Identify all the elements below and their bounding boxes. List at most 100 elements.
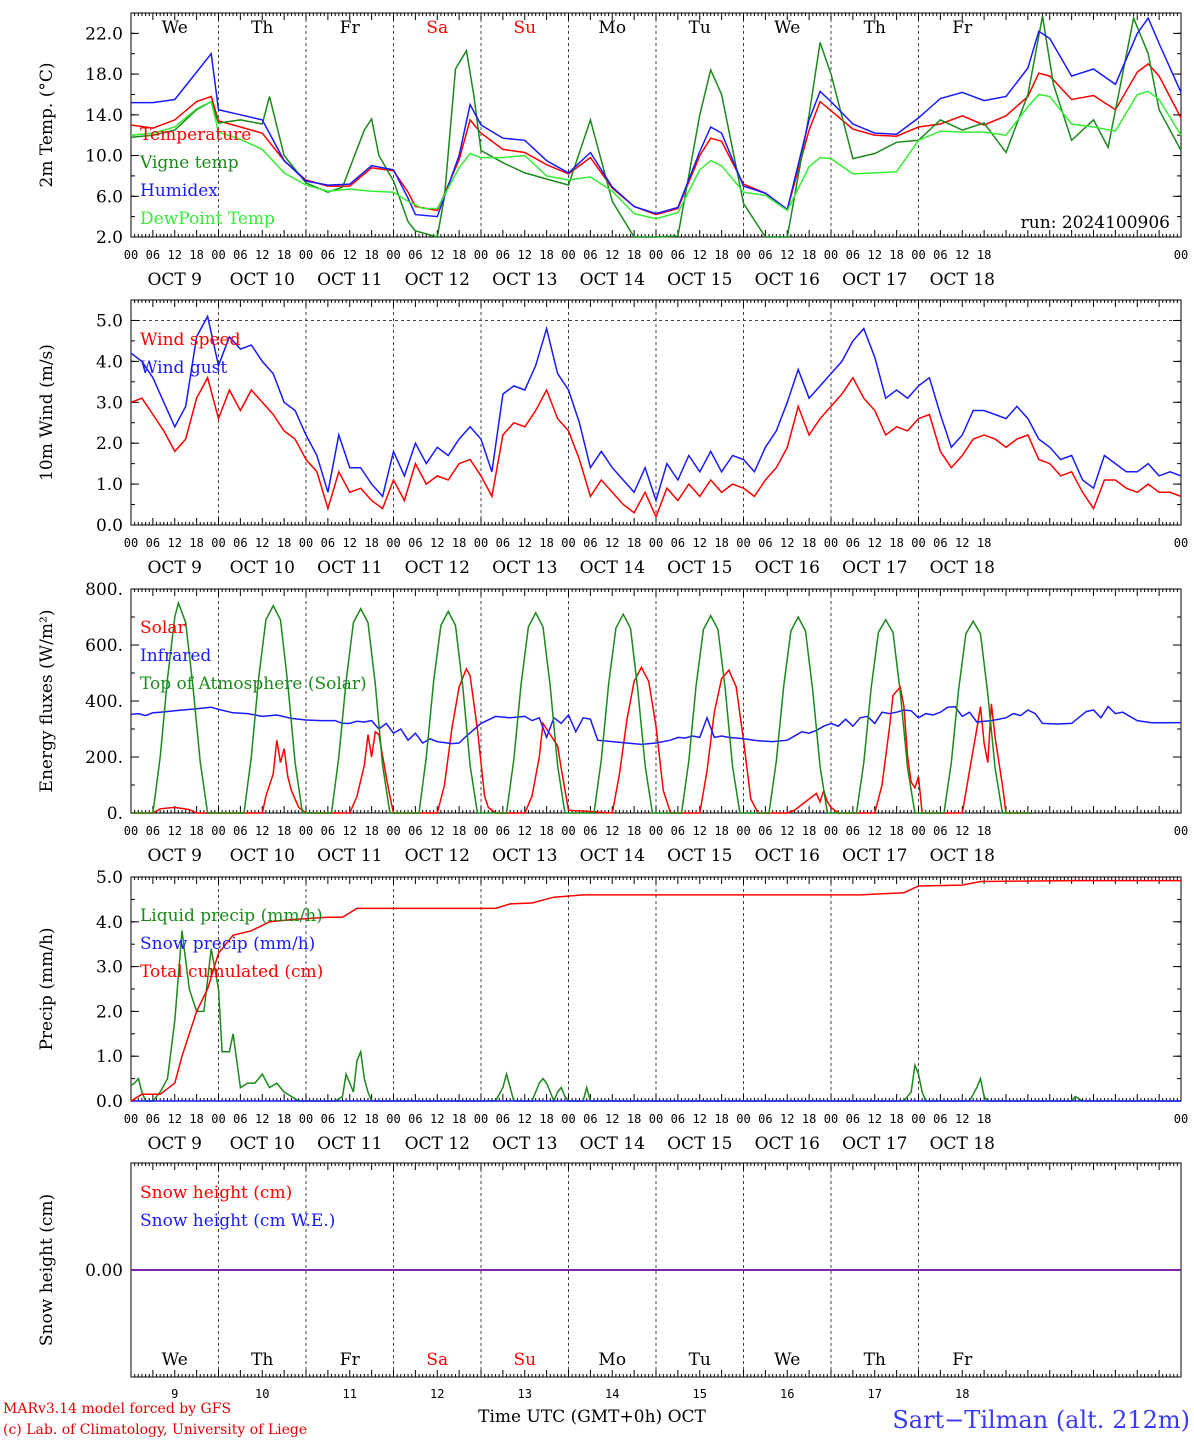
hour-tick-label: 12 bbox=[343, 536, 357, 550]
hour-tick-label: 12 bbox=[605, 824, 619, 838]
date-label: OCT 17 bbox=[842, 270, 907, 290]
hour-tick-label: 06 bbox=[846, 824, 860, 838]
hour-tick-label: 18 bbox=[277, 536, 291, 550]
date-label: OCT 15 bbox=[667, 270, 732, 290]
hour-tick-label: 00 bbox=[124, 824, 138, 838]
hour-tick-label: 06 bbox=[408, 824, 422, 838]
bottom-date-label: 18 bbox=[955, 1387, 969, 1401]
hour-tick-label: 06 bbox=[408, 248, 422, 262]
panels-layer: 2.0 6.0 10.0 14.0 18.0 22.0 2m Temp. (°C) Tempe… bbox=[37, 12, 1188, 1401]
bottom-date-label: 10 bbox=[255, 1387, 269, 1401]
hour-tick-label: 06 bbox=[321, 824, 335, 838]
hour-tick-label: 06 bbox=[758, 536, 772, 550]
day-label: We bbox=[774, 1350, 800, 1370]
hour-tick-label: 06 bbox=[496, 1112, 510, 1126]
hour-tick-label: 12 bbox=[255, 536, 269, 550]
hour-tick-label: 18 bbox=[889, 1112, 903, 1126]
hour-tick-label: 00 bbox=[474, 248, 488, 262]
hour-tick-label: 00 bbox=[124, 248, 138, 262]
hour-tick-label: 18 bbox=[889, 248, 903, 262]
date-label: OCT 18 bbox=[930, 846, 995, 866]
date-label: OCT 10 bbox=[230, 846, 295, 866]
legend-entry: Top of Atmosphere (Solar) bbox=[140, 674, 367, 694]
hour-tick-label: 00 bbox=[649, 824, 663, 838]
hour-tick-label: 18 bbox=[714, 248, 728, 262]
series-line-wind-speed bbox=[130, 375, 1182, 519]
hour-tick-label: 06 bbox=[933, 536, 947, 550]
hour-tick-label: 18 bbox=[714, 536, 728, 550]
hour-tick-label: 12 bbox=[693, 824, 707, 838]
hour-tick-label: 00 bbox=[124, 536, 138, 550]
date-label: OCT 16 bbox=[755, 270, 820, 290]
day-label: Fr bbox=[340, 18, 361, 38]
hour-tick-label: 00 bbox=[649, 1112, 663, 1126]
hour-tick-label: 00 bbox=[911, 824, 925, 838]
hour-tick-label: 12 bbox=[605, 536, 619, 550]
date-label: OCT 9 bbox=[147, 846, 202, 866]
date-label: OCT 9 bbox=[147, 558, 202, 578]
hour-tick-label: 12 bbox=[343, 824, 357, 838]
hour-tick-label: 18 bbox=[627, 248, 641, 262]
y-tick-label: 18.0 bbox=[85, 65, 123, 85]
hour-tick-label: 00 bbox=[474, 824, 488, 838]
hour-tick-label: 12 bbox=[518, 1112, 532, 1126]
hour-tick-label: 00 bbox=[211, 1112, 225, 1126]
series-line-humidex bbox=[131, 16, 1182, 218]
day-label: Tu bbox=[689, 18, 711, 38]
bottom-date-label: 15 bbox=[693, 1387, 707, 1401]
y-tick-label: 2.0 bbox=[96, 228, 123, 248]
hour-tick-label: 00 bbox=[911, 536, 925, 550]
hour-tick-label: 18 bbox=[977, 824, 991, 838]
hour-tick-label: 12 bbox=[780, 824, 794, 838]
hour-tick-label: 12 bbox=[430, 1112, 444, 1126]
hour-tick-label: 18 bbox=[714, 824, 728, 838]
hour-tick-label: 06 bbox=[671, 1112, 685, 1126]
hour-tick-label: 18 bbox=[364, 824, 378, 838]
y-tick-label: 6.0 bbox=[96, 187, 123, 207]
hour-tick-label: 00 bbox=[736, 1112, 750, 1126]
day-label: Th bbox=[864, 1350, 886, 1370]
hour-tick-label: 12 bbox=[343, 248, 357, 262]
hour-tick-label: 18 bbox=[977, 536, 991, 550]
legend-entry: Infrared bbox=[140, 646, 211, 666]
series-line-liquid-precip-mm-h- bbox=[130, 930, 1181, 1103]
hour-tick-label: 00 bbox=[736, 824, 750, 838]
hour-tick-label: 00 bbox=[824, 824, 838, 838]
legend-entry: DewPoint Temp bbox=[140, 209, 275, 229]
date-label: OCT 11 bbox=[317, 846, 382, 866]
hour-tick-label: 12 bbox=[255, 824, 269, 838]
hour-tick-label: 12 bbox=[168, 248, 182, 262]
hour-tick-label: 12 bbox=[868, 1112, 882, 1126]
hour-tick-label: 18 bbox=[277, 824, 291, 838]
hour-tick-label: 18 bbox=[977, 248, 991, 262]
series-line-top-of-atmosphere-solar- bbox=[131, 600, 1032, 814]
hour-tick-label: 00 bbox=[124, 1112, 138, 1126]
date-label: OCT 12 bbox=[405, 558, 470, 578]
hour-tick-label: 00 bbox=[299, 1112, 313, 1126]
date-label: OCT 15 bbox=[667, 558, 732, 578]
hour-tick-label: 00 bbox=[911, 1112, 925, 1126]
date-label: OCT 13 bbox=[492, 270, 557, 290]
hour-tick-label: 12 bbox=[780, 248, 794, 262]
hour-tick-label: 12 bbox=[780, 536, 794, 550]
legend-entry: Snow precip (mm/h) bbox=[140, 934, 315, 954]
panel-frame bbox=[130, 299, 1182, 526]
hour-tick-label: 00 bbox=[474, 536, 488, 550]
hour-tick-label: 12 bbox=[955, 1112, 969, 1126]
hour-tick-label: 18 bbox=[627, 824, 641, 838]
hour-tick-label: 06 bbox=[321, 1112, 335, 1126]
day-label: Mo bbox=[598, 1350, 626, 1370]
y-tick-label: 5.0 bbox=[96, 311, 123, 331]
hour-tick-label: 12 bbox=[168, 1112, 182, 1126]
y-tick-label: 2.0 bbox=[96, 1002, 123, 1022]
date-label: OCT 18 bbox=[930, 1134, 995, 1154]
date-label: OCT 16 bbox=[755, 1134, 820, 1154]
day-label: We bbox=[162, 18, 188, 38]
y-tick-label: 0.0 bbox=[96, 1092, 123, 1112]
date-label: OCT 14 bbox=[580, 270, 645, 290]
hour-tick-label: 06 bbox=[671, 824, 685, 838]
date-label: OCT 9 bbox=[147, 270, 202, 290]
hour-tick-label: 00 bbox=[386, 824, 400, 838]
hour-tick-label: 06 bbox=[321, 248, 335, 262]
